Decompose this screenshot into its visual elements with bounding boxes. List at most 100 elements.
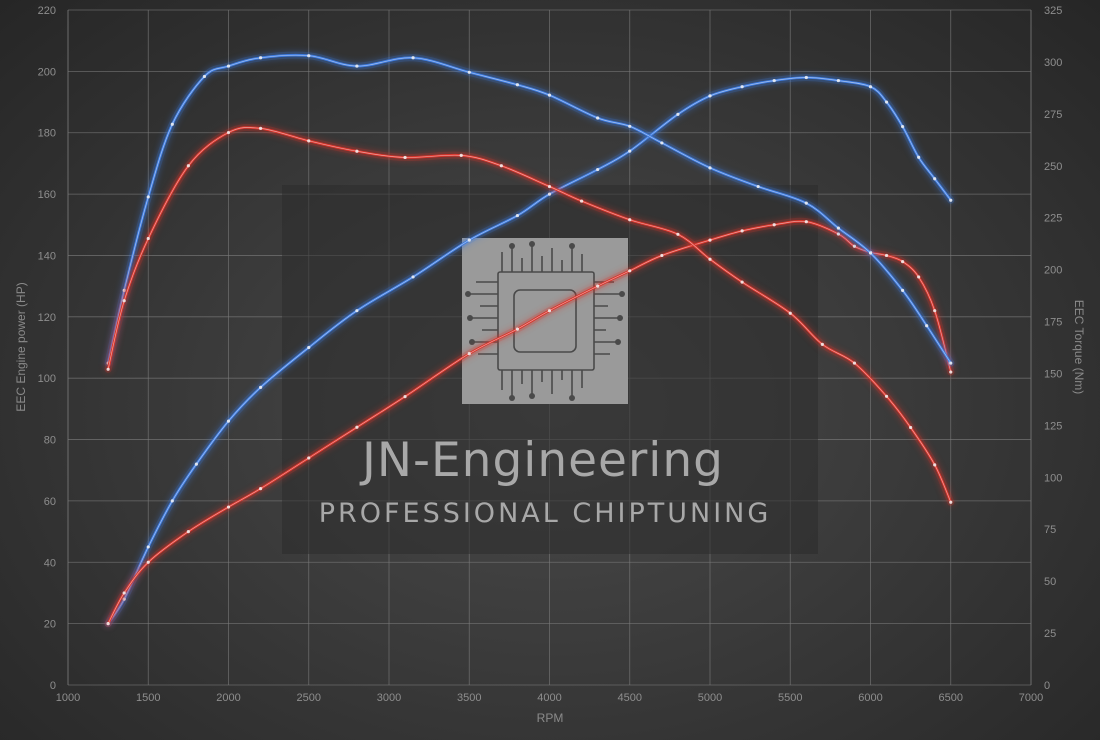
y-right-tick-label: 275 [1044, 109, 1062, 121]
data-point [547, 309, 552, 313]
data-point [820, 342, 824, 346]
data-point [547, 184, 552, 189]
x-tick-label: 2000 [216, 692, 240, 704]
data-point [628, 149, 632, 153]
y-axis-right-title: EEC Torque (Nm) [1072, 300, 1086, 394]
y-left-tick-label: 140 [38, 250, 56, 262]
watermark-title: JN-Engineering [359, 433, 724, 488]
data-point [170, 499, 174, 503]
data-point [660, 253, 664, 258]
data-point [547, 192, 552, 196]
data-point [708, 257, 712, 261]
x-tick-label: 3500 [457, 692, 481, 704]
data-point [467, 70, 471, 74]
data-point [411, 275, 415, 279]
y-left-tick-label: 0 [50, 680, 56, 692]
data-point [740, 280, 744, 284]
data-point [909, 425, 913, 430]
data-point [355, 64, 359, 68]
data-point [628, 124, 632, 128]
y-right-tick-label: 250 [1044, 161, 1062, 173]
data-point [596, 116, 600, 120]
data-point [580, 199, 584, 203]
data-point [708, 238, 712, 242]
y-right-tick-label: 175 [1044, 317, 1062, 329]
data-point [708, 94, 712, 98]
data-point [226, 64, 231, 68]
data-point [122, 591, 126, 595]
chip-logo [462, 238, 628, 404]
x-tick-label: 4000 [537, 692, 561, 704]
y-left-tick-label: 60 [44, 496, 56, 508]
data-point [836, 232, 841, 236]
x-tick-label: 7000 [1019, 692, 1043, 704]
data-point [194, 462, 198, 466]
data-point [226, 505, 231, 509]
data-point [868, 251, 873, 255]
x-tick-label: 5500 [778, 692, 802, 704]
series [104, 51, 955, 628]
data-point [146, 236, 150, 241]
series-power-blue [104, 74, 955, 628]
data-point [259, 56, 263, 60]
data-point [547, 93, 552, 97]
data-point [804, 201, 808, 205]
data-point [259, 126, 263, 130]
data-point [515, 213, 520, 218]
data-point [852, 361, 857, 365]
data-point [884, 253, 889, 258]
data-point [146, 545, 150, 549]
y-right-tick-label: 75 [1044, 524, 1056, 536]
y-right-tick-label: 225 [1044, 213, 1062, 225]
data-point [949, 370, 953, 374]
data-point [122, 299, 126, 303]
data-point [467, 352, 471, 356]
data-point [917, 275, 921, 279]
data-point [852, 244, 857, 248]
x-tick-label: 5000 [698, 692, 722, 704]
data-point [403, 155, 407, 160]
y-left-tick-label: 80 [44, 435, 56, 447]
data-point [949, 361, 953, 365]
data-point [106, 622, 110, 626]
data-point [459, 153, 463, 157]
data-point [772, 78, 776, 83]
data-point [676, 232, 680, 236]
data-point [933, 463, 937, 467]
data-point [933, 177, 937, 181]
data-point [403, 394, 407, 399]
data-point [949, 500, 953, 504]
y-right-tick-label: 325 [1044, 5, 1062, 17]
data-point [307, 345, 311, 350]
data-point [868, 85, 873, 89]
series-power-red [104, 217, 955, 628]
data-point [804, 220, 808, 224]
y-left-tick-label: 200 [38, 66, 56, 78]
y-right-tick-label: 50 [1044, 576, 1056, 588]
y-left-tick-label: 180 [38, 128, 56, 140]
data-point [596, 284, 600, 288]
series-torque-blue [104, 51, 955, 367]
data-point [202, 74, 207, 79]
data-point [884, 100, 889, 104]
data-point [355, 309, 359, 313]
data-point [307, 139, 311, 143]
data-point [901, 124, 905, 129]
data-point [515, 83, 520, 87]
data-point [901, 288, 905, 292]
x-tick-label: 6500 [939, 692, 963, 704]
y-right-tick-label: 100 [1044, 472, 1062, 484]
data-point [307, 54, 311, 58]
data-point [186, 164, 190, 168]
x-tick-label: 4500 [618, 692, 642, 704]
data-point [660, 141, 664, 145]
data-point [836, 226, 841, 230]
y-left-tick-label: 100 [38, 373, 56, 385]
data-point [499, 164, 503, 168]
data-point [170, 122, 174, 126]
data-point [596, 167, 600, 172]
data-point [226, 419, 231, 423]
data-point [708, 166, 712, 170]
data-point [788, 311, 792, 315]
data-point [226, 130, 231, 135]
